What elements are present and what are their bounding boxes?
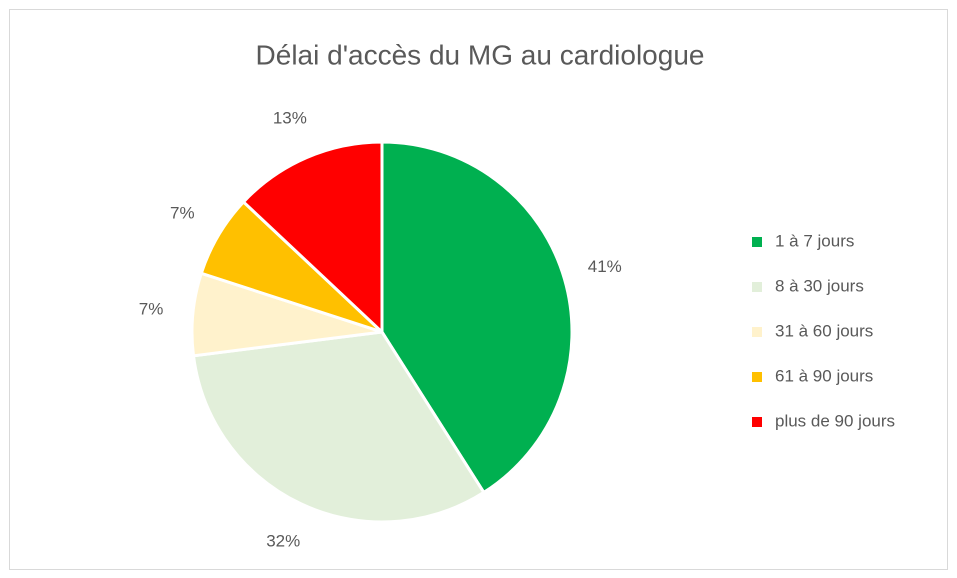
- data-label: 41%: [588, 257, 622, 276]
- legend-swatch: [752, 282, 762, 292]
- legend-label: 8 à 30 jours: [775, 276, 864, 295]
- pie-slice: [191, 330, 486, 524]
- data-label: 7%: [139, 300, 164, 319]
- legend-label: plus de 90 jours: [775, 411, 895, 430]
- data-label: 7%: [170, 203, 195, 222]
- legend-label: 61 à 90 jours: [775, 366, 873, 385]
- legend-swatch: [752, 372, 762, 382]
- legend-swatch: [752, 327, 762, 337]
- legend-swatch: [752, 237, 762, 247]
- pie-slice: [241, 140, 384, 336]
- legend-label: 1 à 7 jours: [775, 231, 854, 250]
- chart-title: Délai d'accès du MG au cardiologue: [256, 39, 705, 70]
- legend-label: 31 à 60 jours: [775, 321, 873, 340]
- legend-swatch: [752, 417, 762, 427]
- data-label: 32%: [266, 531, 300, 550]
- data-label: 13%: [273, 109, 307, 128]
